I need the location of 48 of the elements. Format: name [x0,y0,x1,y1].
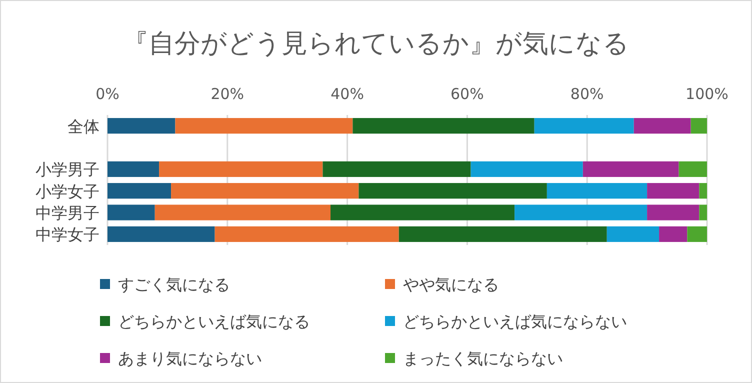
bar [470,161,583,177]
x-tick-label: 20% [210,85,244,103]
bar [659,226,688,242]
legend-label: まったく気にならない [403,349,563,368]
bar [108,204,155,220]
bar [582,161,679,177]
bar [398,226,607,242]
bar [108,161,160,177]
bar [687,226,707,242]
x-tick-label: 80% [570,85,604,103]
legend-label: やや気になる [403,275,499,294]
bar [699,204,707,220]
legend-label: どちらかといえば気になる [118,312,310,331]
bar [108,118,176,134]
x-tick-label: 60% [450,85,484,103]
bar [330,204,515,220]
bar [690,118,707,134]
y-tick-label: 全体 [68,116,100,136]
bar [647,204,700,220]
bar [678,161,707,177]
bar [159,161,323,177]
bar [699,183,707,199]
y-tick-label: 中学女子 [36,225,100,244]
y-tick-label: 小学女子 [36,182,100,201]
legend-label: すごく気になる [118,275,230,294]
bar [358,183,547,199]
x-tick-label: 100% [686,85,728,103]
title: 『自分がどう見られているか』が気になる [122,29,630,59]
bar [534,118,634,134]
y-tick-label: 小学男子 [36,160,100,180]
bar [634,118,691,134]
bar [647,183,700,199]
legend-label: あまり気にならない [118,349,262,368]
bar [175,118,353,134]
bar [322,161,471,177]
bar [352,118,534,134]
bar [171,183,359,199]
bar [514,204,648,220]
x-tick-label: 0% [96,85,120,103]
bar [108,183,172,199]
bar [546,183,648,199]
legend-label: どちらかといえば気にならない [403,312,627,331]
bar [108,226,215,242]
bar [154,204,331,220]
bar [606,226,660,242]
x-tick-label: 40% [330,85,364,103]
y-tick-label: 中学男子 [36,204,100,222]
bar [214,226,399,242]
